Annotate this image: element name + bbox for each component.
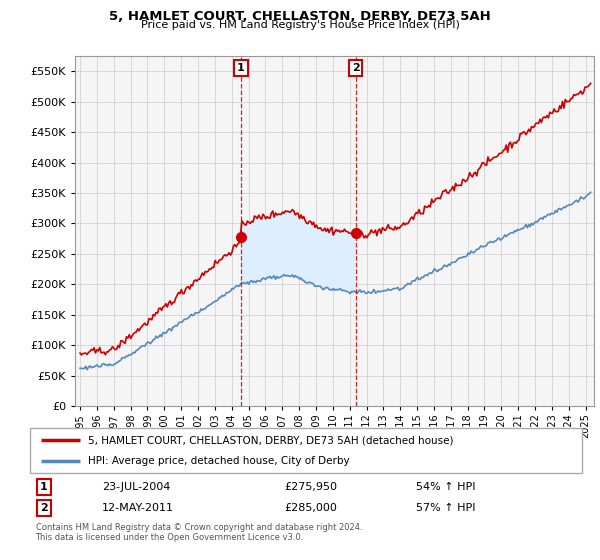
Text: 57% ↑ HPI: 57% ↑ HPI <box>416 503 476 513</box>
Text: 5, HAMLET COURT, CHELLASTON, DERBY, DE73 5AH: 5, HAMLET COURT, CHELLASTON, DERBY, DE73… <box>109 10 491 23</box>
Text: 2: 2 <box>352 63 359 73</box>
Text: Contains HM Land Registry data © Crown copyright and database right 2024.
This d: Contains HM Land Registry data © Crown c… <box>35 523 362 543</box>
Text: 12-MAY-2011: 12-MAY-2011 <box>102 503 174 513</box>
Text: 2: 2 <box>40 503 47 513</box>
Text: 1: 1 <box>237 63 245 73</box>
Text: 1: 1 <box>40 482 47 492</box>
Text: 54% ↑ HPI: 54% ↑ HPI <box>416 482 476 492</box>
FancyBboxPatch shape <box>30 428 582 473</box>
Text: £285,000: £285,000 <box>284 503 337 513</box>
Text: Price paid vs. HM Land Registry's House Price Index (HPI): Price paid vs. HM Land Registry's House … <box>140 20 460 30</box>
Text: 23-JUL-2004: 23-JUL-2004 <box>102 482 170 492</box>
Text: 5, HAMLET COURT, CHELLASTON, DERBY, DE73 5AH (detached house): 5, HAMLET COURT, CHELLASTON, DERBY, DE73… <box>88 436 454 446</box>
Text: £275,950: £275,950 <box>284 482 337 492</box>
Text: HPI: Average price, detached house, City of Derby: HPI: Average price, detached house, City… <box>88 456 350 466</box>
